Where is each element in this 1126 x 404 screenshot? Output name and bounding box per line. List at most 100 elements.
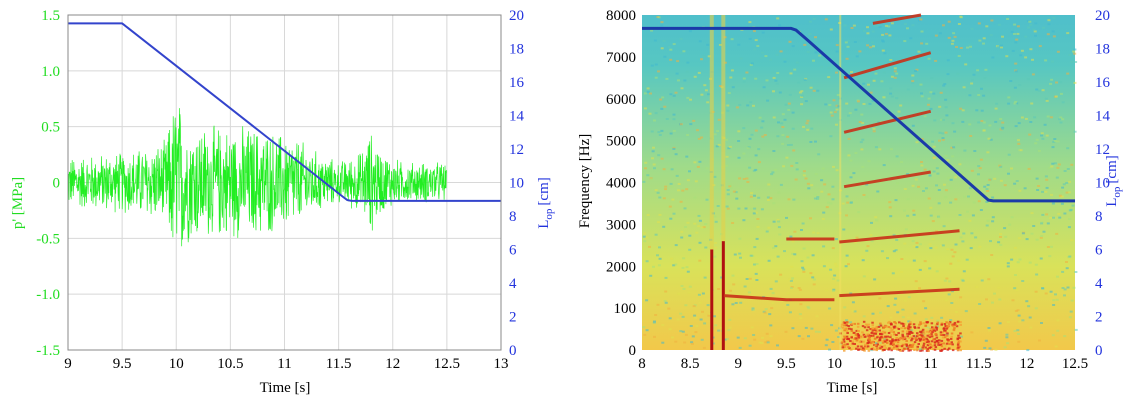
low-frequency-energy xyxy=(896,341,900,344)
spectrogram-speckle xyxy=(697,71,701,74)
spectrogram-speckle xyxy=(1005,333,1009,336)
spectrogram-speckle xyxy=(920,92,923,95)
spectrogram-speckle xyxy=(984,68,988,71)
spectrogram-speckle xyxy=(689,123,693,126)
low-frequency-energy xyxy=(869,334,873,337)
spectrogram-speckle xyxy=(771,302,775,305)
spectrogram-speckle xyxy=(748,21,752,24)
spectrogram-speckle xyxy=(687,291,691,294)
spectrogram-speckle xyxy=(1016,309,1020,312)
spectrogram-speckle xyxy=(988,178,992,181)
spectrogram-speckle xyxy=(1058,216,1062,219)
spectrogram-speckle xyxy=(810,127,814,130)
spectrogram-speckle xyxy=(1006,342,1010,345)
low-frequency-energy xyxy=(885,338,889,340)
spectrogram-speckle xyxy=(1007,96,1011,99)
spectrogram-speckle xyxy=(788,278,792,281)
spectrogram-speckle xyxy=(846,45,850,48)
low-frequency-energy xyxy=(945,342,949,345)
spectrogram-speckle xyxy=(766,196,770,199)
low-frequency-energy xyxy=(919,349,922,352)
spectrogram-speckle xyxy=(997,286,1001,289)
low-frequency-energy xyxy=(916,332,919,335)
pressure-chart-panel: Time [s] p' [MPa] Lop[cm] 9 9.5 10 10.5 11 11… xyxy=(0,0,560,399)
spectrogram-speckle xyxy=(1017,142,1021,145)
spectrogram-speckle xyxy=(1013,182,1017,185)
low-frequency-energy xyxy=(907,346,911,349)
spectrogram-speckle xyxy=(852,24,856,27)
spectrogram-speckle xyxy=(693,196,697,199)
left-tick-label: 8000 xyxy=(606,8,636,24)
spectrogram-speckle xyxy=(828,348,831,351)
spectrogram-speckle xyxy=(947,36,951,39)
spectrogram-speckle xyxy=(903,188,907,190)
spectrogram-speckle xyxy=(682,257,686,260)
spectrogram-speckle xyxy=(693,222,697,225)
spectrogram-speckle xyxy=(757,196,761,199)
spectrogram-speckle xyxy=(1037,185,1041,187)
spectrogram-speckle xyxy=(752,309,756,312)
spectrogram-speckle xyxy=(1003,184,1007,187)
spectrogram-speckle xyxy=(928,174,932,177)
spectrogram-speckle xyxy=(746,104,750,107)
spectrogram-speckle xyxy=(714,220,718,223)
spectrogram-speckle xyxy=(1010,258,1014,261)
spectrogram-speckle xyxy=(1049,82,1053,85)
spectrogram-speckle xyxy=(861,122,865,124)
spectrogram-speckle xyxy=(657,264,661,267)
spectrogram-speckle xyxy=(764,55,768,58)
spectrogram-speckle xyxy=(998,164,1002,167)
spectrogram-speckle xyxy=(1027,305,1031,308)
spectrogram-speckle xyxy=(887,25,891,28)
spectrogram-speckle xyxy=(1045,178,1049,181)
spectrogram-speckle xyxy=(698,241,702,244)
right-tick-label: 4 xyxy=(1095,276,1103,292)
spectrogram-speckle xyxy=(1035,88,1039,91)
spectrogram-speckle xyxy=(807,187,811,190)
spectrogram-speckle xyxy=(776,17,780,20)
low-frequency-energy xyxy=(857,336,861,339)
low-frequency-energy xyxy=(945,327,949,330)
spectrogram-speckle xyxy=(1017,340,1021,343)
spectrogram-speckle xyxy=(977,173,980,176)
low-frequency-energy xyxy=(891,347,894,350)
spectrogram-speckle xyxy=(742,80,746,83)
low-frequency-energy xyxy=(883,340,887,343)
spectrogram-speckle xyxy=(943,321,947,324)
spectrogram-speckle xyxy=(665,118,669,120)
spectrogram-speckle xyxy=(1028,133,1032,136)
spectrogram-speckle xyxy=(758,341,762,344)
low-frequency-energy xyxy=(921,334,924,337)
spectrogram-speckle xyxy=(958,214,962,216)
spectrogram-speckle xyxy=(866,32,870,35)
spectrogram-speckle xyxy=(904,228,908,231)
spectrogram-speckle xyxy=(712,184,716,187)
spectrogram-speckle xyxy=(672,94,676,97)
spectrogram-speckle xyxy=(918,19,921,22)
spectrogram-speckle xyxy=(713,175,717,178)
low-frequency-energy xyxy=(905,345,909,347)
low-frequency-energy xyxy=(881,341,885,344)
low-frequency-energy xyxy=(959,349,962,352)
spectrogram-speckle xyxy=(662,168,666,171)
spectrogram-speckle xyxy=(951,290,954,293)
spectrogram-speckle xyxy=(1059,116,1063,119)
spectrogram-speckle xyxy=(935,230,938,233)
spectrogram-speckle xyxy=(840,52,844,55)
spectrogram-speckle xyxy=(643,232,647,235)
spectrogram-speckle xyxy=(683,341,687,344)
spectrogram-speckle xyxy=(969,45,972,48)
spectrogram-speckle xyxy=(872,79,876,82)
spectrogram-speckle xyxy=(936,319,940,322)
spectrogram-speckle xyxy=(657,221,660,224)
spectrogram-speckle xyxy=(653,335,656,338)
spectrogram-speckle xyxy=(829,135,833,138)
spectrogram-speckle xyxy=(1001,126,1005,129)
spectrogram-speckle xyxy=(959,236,963,239)
low-frequency-energy xyxy=(928,336,932,339)
spectrogram-speckle xyxy=(862,194,866,196)
spectrogram-speckle xyxy=(917,50,921,53)
spectrogram-speckle xyxy=(697,214,701,217)
spectrogram-speckle xyxy=(919,348,923,351)
low-frequency-energy xyxy=(879,322,882,325)
